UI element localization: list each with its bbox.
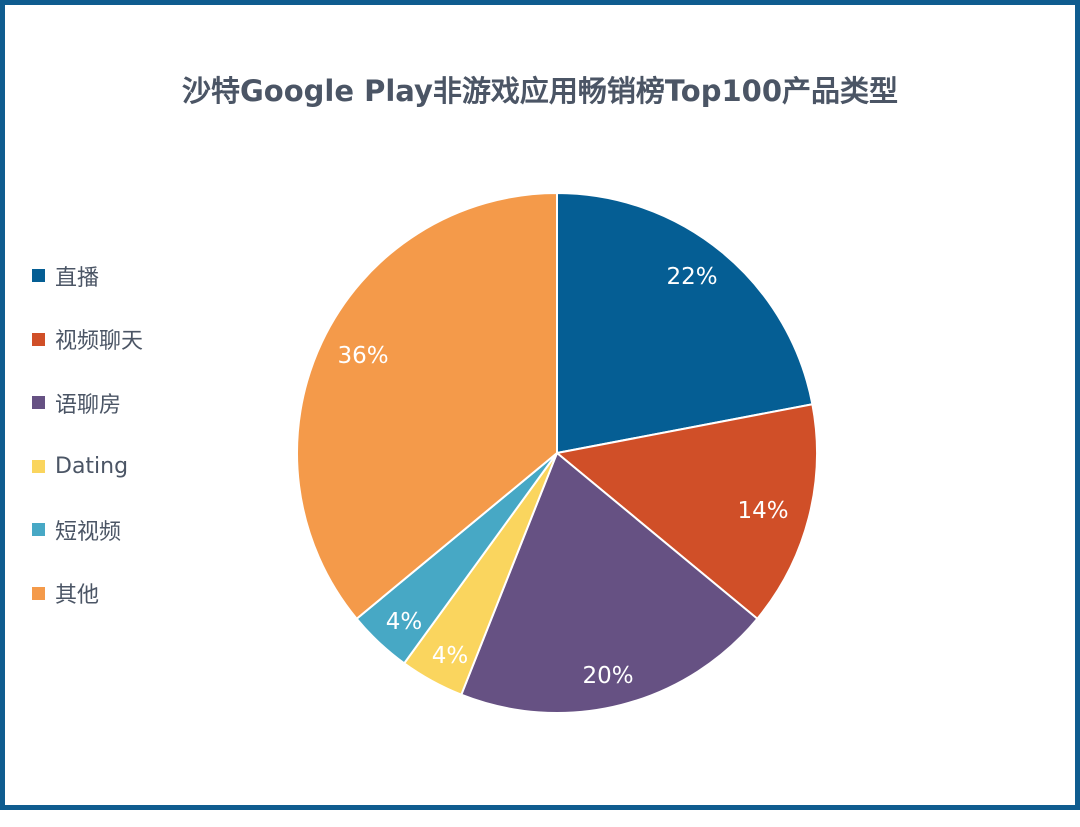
legend-item-other: 其他 [32, 562, 143, 626]
label-dating: 4% [432, 643, 469, 669]
legend-item-short-video: 短视频 [32, 498, 143, 562]
legend-label: 视频聊天 [55, 329, 144, 355]
legend-swatch [32, 332, 45, 346]
legend-swatch [32, 459, 45, 473]
legend-label: 直播 [55, 265, 100, 291]
pie-slice-video-chat [554, 403, 818, 621]
label-other: 36% [337, 343, 388, 369]
legend-item-dating: Dating [32, 435, 143, 499]
label-voice-room: 20% [582, 663, 633, 689]
label-live: 22% [666, 264, 717, 290]
pie-slice-other [296, 191, 558, 621]
legend-label: Dating [55, 453, 129, 479]
legend-item-video-chat: 视频聊天 [32, 308, 143, 372]
label-short-video: 4% [386, 609, 423, 635]
legend-item-live: 直播 [32, 244, 143, 308]
legend-swatch [32, 396, 45, 410]
legend-item-voice-room: 语聊房 [32, 371, 143, 435]
legend-swatch [32, 586, 45, 600]
legend-label: 语聊房 [55, 392, 122, 418]
legend-swatch [32, 269, 45, 283]
pie-slice-voice-room [459, 451, 759, 714]
legend-label: 其他 [55, 583, 100, 609]
pie-slices [296, 191, 818, 714]
chart-title: 沙特Google Play非游戏应用畅销榜Top100产品类型 [181, 74, 899, 108]
legend-label: 短视频 [55, 519, 122, 545]
pie-slice-live [556, 191, 814, 455]
legend-swatch [32, 523, 45, 537]
legend: 直播 视频聊天 语聊房 Dating 短视频 其他 [32, 244, 143, 625]
label-video-chat: 14% [737, 498, 788, 524]
